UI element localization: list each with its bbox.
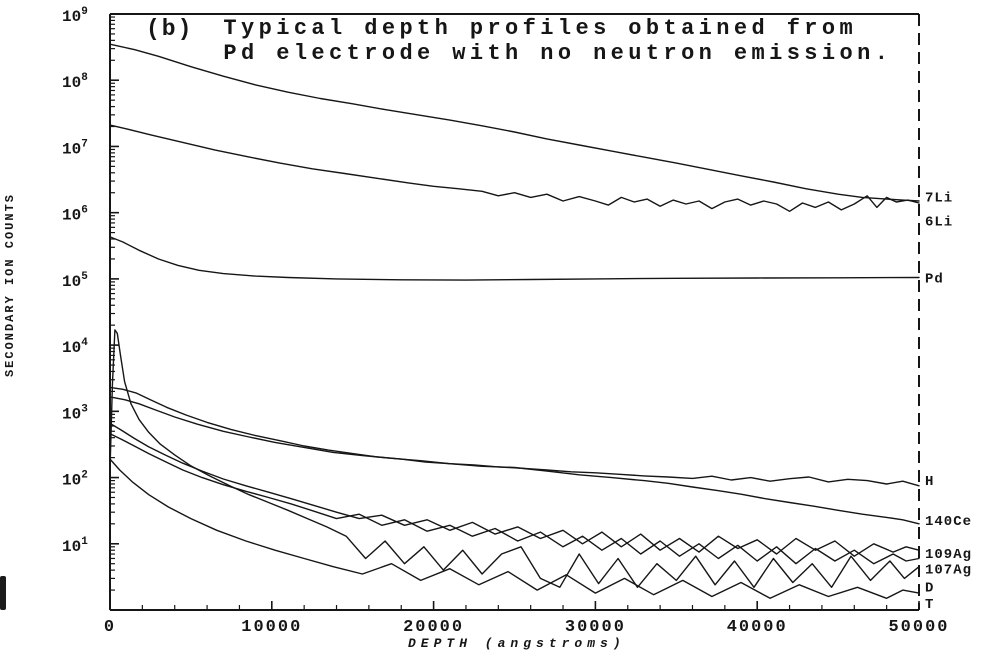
curve-107Ag <box>109 433 920 565</box>
curve-6Li <box>109 124 920 212</box>
curve-D <box>109 329 920 588</box>
x-tick-label: 40000 <box>727 618 788 637</box>
panel-tag: (b) <box>146 16 194 42</box>
x-tick-label: 20000 <box>403 618 464 637</box>
y-tick-label: 101 <box>62 536 88 556</box>
curve-109Ag <box>109 422 920 557</box>
caption-text: Typical depth profiles obtained from Pd … <box>223 16 892 66</box>
y-tick-label: 106 <box>62 205 88 225</box>
curve-label-7Li: 7Li <box>925 191 953 207</box>
x-axis-title: DEPTH (angstroms) <box>408 636 626 651</box>
curve-label-D: D <box>925 581 934 597</box>
x-tick-label: 30000 <box>565 618 626 637</box>
y-tick-label: 102 <box>62 470 88 490</box>
x-tick-label: 50000 <box>888 618 949 637</box>
caption-line-2: Pd electrode with no neutron emission. <box>223 41 893 66</box>
curve-H <box>109 386 920 487</box>
y-tick-label: 104 <box>62 337 88 357</box>
curve-label-Pd: Pd <box>925 271 944 287</box>
y-tick-label: 107 <box>62 138 88 158</box>
curve-label-140Ce: 140Ce <box>925 514 972 530</box>
curve-Pd <box>109 236 920 281</box>
y-tick-label: 108 <box>62 72 88 92</box>
curve-label-T: T <box>925 597 934 613</box>
y-tick-label: 103 <box>62 403 88 423</box>
curve-label-107Ag: 107Ag <box>925 563 972 579</box>
caption-line-1: Typical depth profiles obtained from <box>223 16 858 41</box>
curve-label-H: H <box>925 474 934 490</box>
x-tick-label: 0 <box>104 618 116 637</box>
curve-T <box>109 458 920 599</box>
curve-label-6Li: 6Li <box>925 215 953 231</box>
y-axis-title: SECONDARY ION COUNTS <box>3 193 17 378</box>
y-tick-label: 109 <box>62 6 88 26</box>
scan-artifact-smudge <box>0 576 6 610</box>
curve-140Ce <box>109 396 920 525</box>
curve-7Li <box>109 43 920 202</box>
figure-caption: (b) Typical depth profiles obtained from… <box>146 16 892 66</box>
y-tick-label: 105 <box>62 271 88 291</box>
curve-label-109Ag: 109Ag <box>925 547 972 563</box>
x-tick-label: 10000 <box>241 618 302 637</box>
